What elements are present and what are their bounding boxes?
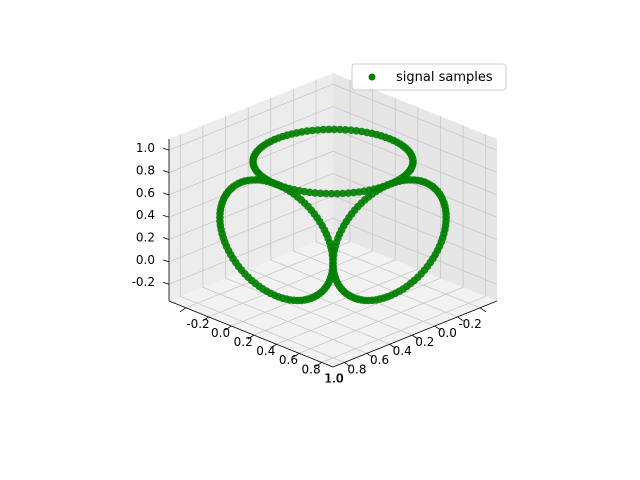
- x-tick-label-2: 0.2: [415, 335, 434, 349]
- z-tick-5: [162, 170, 170, 173]
- z-tick-4: [162, 192, 170, 196]
- y-tick-2: [224, 325, 232, 331]
- z-tick-3: [162, 214, 170, 218]
- y-tick-label-1: 0.0: [211, 326, 230, 340]
- legend-box: [351, 63, 507, 91]
- pane-right-wall: [333, 73, 497, 301]
- z-tick-label-1: 0.0: [136, 253, 155, 267]
- y-tick-5: [292, 353, 300, 358]
- z-tick-label-3: 0.4: [136, 208, 155, 222]
- z-tick-label-0: -0.2: [132, 275, 155, 289]
- y-tick-1: [202, 316, 209, 322]
- y-tick-label-3: 0.4: [256, 344, 275, 358]
- data-point: [327, 189, 336, 198]
- y-tick-6: [315, 362, 322, 367]
- data-point: [316, 189, 325, 198]
- grid-line-y-3: [253, 107, 419, 336]
- grid-line-x-4: [225, 116, 390, 345]
- x-tick-label-0: -0.2: [458, 317, 481, 331]
- data-point: [338, 189, 347, 198]
- z-tick-label-5: 0.8: [136, 164, 155, 178]
- grid-line-y-1: [208, 88, 374, 318]
- z-tick-label-2: 0.2: [136, 231, 155, 245]
- grid-line-x-0: [315, 79, 481, 309]
- x-tick-label-3: 0.4: [393, 344, 412, 358]
- z-tick-1: [162, 259, 170, 263]
- grid-line-x-1: [292, 88, 458, 318]
- data-point: [330, 125, 339, 134]
- x-tick-label-1: 0.0: [438, 326, 457, 340]
- data-point: [319, 125, 328, 134]
- grid-line-y-5: [298, 125, 464, 354]
- data-point: [347, 126, 355, 134]
- data-point: [322, 189, 330, 198]
- x-tick-5: [366, 353, 374, 358]
- data-point: [311, 189, 319, 197]
- data-point: [329, 263, 337, 271]
- grid-line-z-5: [168, 106, 498, 173]
- pane-left-wall: [169, 73, 333, 301]
- grid-line-x-3: [247, 107, 413, 336]
- grid-line-x-5: [202, 125, 368, 354]
- legend-label: signal samples: [396, 70, 493, 85]
- grid-line-y-6: [321, 134, 487, 363]
- z-tick-label-4: 0.6: [136, 186, 155, 200]
- y-tick-label-2: 0.2: [234, 335, 253, 349]
- x-tick-label-6: 1.0: [325, 371, 344, 385]
- y-tick-label-6: 1.0: [324, 371, 343, 385]
- grid-line-y-2: [231, 98, 396, 327]
- legend: signal samples: [351, 63, 507, 91]
- z-tick-label-6: 1.0: [136, 141, 155, 155]
- grid-line-x-2: [270, 98, 435, 327]
- y-tick-3: [247, 334, 255, 340]
- grid-line-x-6: [179, 134, 345, 363]
- data-point: [325, 125, 333, 134]
- y-axis-line: [168, 300, 334, 368]
- data-point: [333, 189, 342, 198]
- y-tick-label-5: 0.8: [302, 362, 321, 376]
- data-point: [336, 125, 344, 134]
- x-tick-6: [344, 362, 351, 367]
- z-tick-2: [162, 237, 170, 240]
- axes-lines: [168, 139, 498, 368]
- x-tick-1: [457, 316, 464, 322]
- y-tick-label-4: 0.6: [279, 353, 298, 367]
- data-point: [341, 126, 350, 134]
- x-tick-2: [434, 325, 442, 331]
- legend-marker: [368, 73, 376, 81]
- z-tick-6: [162, 147, 170, 151]
- z-tick-0: [162, 281, 170, 285]
- y-tick-4: [270, 343, 277, 349]
- grid-line-z-0: [168, 217, 498, 285]
- x-tick-label-5: 0.8: [347, 362, 366, 376]
- grid-line-y-4: [276, 116, 441, 345]
- y-tick-0: [179, 307, 187, 313]
- x-tick-3: [411, 334, 419, 340]
- grid-line-z-6: [168, 83, 498, 151]
- x-tick-0: [479, 307, 487, 313]
- data-points: [216, 125, 450, 305]
- x-tick-4: [389, 343, 396, 349]
- axes-ticks: -0.2-0.2-0.20.00.00.00.20.20.20.40.40.40…: [132, 141, 487, 385]
- x-axis-line: [332, 300, 498, 368]
- x-tick-label-4: 0.6: [370, 353, 389, 367]
